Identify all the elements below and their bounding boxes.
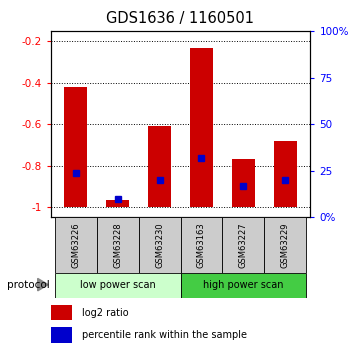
Bar	[51, 305, 72, 320]
Text: log2 ratio: log2 ratio	[82, 308, 128, 318]
Text: high power scan: high power scan	[203, 280, 284, 290]
Text: protocol: protocol	[7, 280, 50, 289]
Bar	[55, 217, 97, 273]
Text: GSM63228: GSM63228	[113, 222, 122, 268]
Bar	[55, 273, 180, 298]
Text: percentile rank within the sample: percentile rank within the sample	[82, 330, 247, 340]
Text: low power scan: low power scan	[80, 280, 156, 290]
Text: GSM63227: GSM63227	[239, 222, 248, 268]
Polygon shape	[38, 278, 48, 291]
Bar	[51, 327, 72, 343]
Text: GSM63230: GSM63230	[155, 222, 164, 268]
Bar	[106, 200, 129, 207]
Bar	[64, 87, 87, 207]
Bar	[180, 217, 222, 273]
Text: GSM63229: GSM63229	[281, 222, 290, 268]
Text: GSM63163: GSM63163	[197, 222, 206, 268]
Text: GSM63226: GSM63226	[71, 222, 80, 268]
Bar	[139, 217, 180, 273]
Bar	[180, 273, 306, 298]
Bar	[232, 159, 255, 207]
Bar	[97, 217, 139, 273]
Bar	[148, 126, 171, 207]
Bar	[264, 217, 306, 273]
Bar	[222, 217, 264, 273]
Bar	[274, 141, 297, 207]
Text: GDS1636 / 1160501: GDS1636 / 1160501	[106, 11, 255, 27]
Bar	[190, 48, 213, 207]
